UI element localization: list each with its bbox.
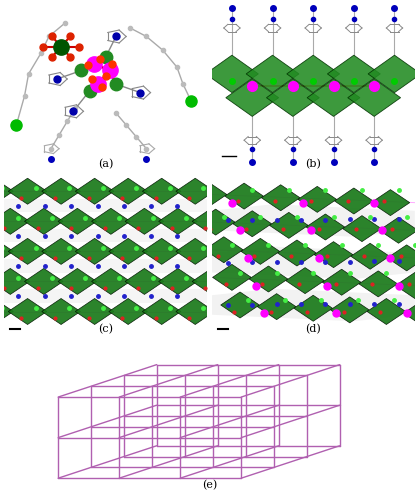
Polygon shape bbox=[212, 204, 415, 237]
Polygon shape bbox=[176, 298, 215, 324]
Polygon shape bbox=[246, 55, 299, 92]
Polygon shape bbox=[75, 238, 114, 264]
Polygon shape bbox=[109, 178, 147, 204]
Polygon shape bbox=[212, 246, 415, 279]
Polygon shape bbox=[125, 268, 164, 294]
Polygon shape bbox=[192, 208, 231, 234]
Polygon shape bbox=[75, 178, 114, 204]
Bar bbox=[4, 289, 207, 302]
Polygon shape bbox=[286, 268, 324, 293]
Polygon shape bbox=[327, 55, 380, 92]
Polygon shape bbox=[306, 214, 345, 240]
Polygon shape bbox=[367, 298, 406, 324]
Polygon shape bbox=[142, 178, 181, 204]
Polygon shape bbox=[261, 184, 300, 211]
Polygon shape bbox=[287, 55, 340, 92]
Bar bbox=[4, 258, 207, 272]
Polygon shape bbox=[257, 294, 296, 320]
Polygon shape bbox=[204, 237, 243, 263]
Polygon shape bbox=[368, 55, 419, 92]
Polygon shape bbox=[221, 292, 259, 318]
Polygon shape bbox=[371, 190, 410, 216]
Polygon shape bbox=[192, 268, 231, 294]
Polygon shape bbox=[75, 298, 114, 324]
Polygon shape bbox=[8, 178, 47, 204]
Polygon shape bbox=[241, 238, 279, 264]
Polygon shape bbox=[0, 298, 13, 324]
Polygon shape bbox=[142, 298, 181, 324]
Polygon shape bbox=[359, 271, 398, 297]
Polygon shape bbox=[0, 268, 30, 294]
Bar bbox=[4, 198, 207, 212]
Polygon shape bbox=[403, 300, 419, 326]
Text: (e): (e) bbox=[202, 480, 217, 490]
Polygon shape bbox=[159, 268, 197, 294]
Polygon shape bbox=[298, 186, 336, 212]
Polygon shape bbox=[233, 211, 272, 237]
Polygon shape bbox=[348, 79, 401, 116]
Text: (b): (b) bbox=[305, 159, 321, 169]
Polygon shape bbox=[212, 289, 415, 322]
Polygon shape bbox=[188, 182, 227, 208]
Polygon shape bbox=[226, 79, 279, 116]
Polygon shape bbox=[142, 238, 181, 264]
Polygon shape bbox=[388, 245, 419, 271]
Polygon shape bbox=[331, 297, 369, 323]
Polygon shape bbox=[351, 244, 389, 269]
Polygon shape bbox=[314, 242, 353, 268]
Polygon shape bbox=[0, 208, 30, 234]
Polygon shape bbox=[24, 268, 63, 294]
Text: (d): (d) bbox=[305, 324, 321, 334]
Polygon shape bbox=[249, 266, 288, 292]
Polygon shape bbox=[92, 208, 130, 234]
Polygon shape bbox=[343, 216, 381, 242]
Polygon shape bbox=[225, 183, 264, 209]
Polygon shape bbox=[266, 79, 319, 116]
Polygon shape bbox=[109, 238, 147, 264]
Polygon shape bbox=[109, 298, 147, 324]
Polygon shape bbox=[278, 240, 316, 266]
Polygon shape bbox=[176, 238, 215, 264]
Polygon shape bbox=[42, 238, 80, 264]
Polygon shape bbox=[379, 217, 418, 244]
Polygon shape bbox=[42, 298, 80, 324]
Polygon shape bbox=[42, 178, 80, 204]
Polygon shape bbox=[322, 269, 361, 295]
Polygon shape bbox=[176, 178, 215, 204]
Polygon shape bbox=[294, 295, 333, 322]
Polygon shape bbox=[197, 209, 235, 235]
Polygon shape bbox=[8, 298, 47, 324]
Polygon shape bbox=[396, 272, 419, 298]
Polygon shape bbox=[212, 264, 251, 290]
Polygon shape bbox=[0, 178, 13, 204]
Text: (a): (a) bbox=[98, 159, 114, 169]
Polygon shape bbox=[0, 238, 13, 264]
Polygon shape bbox=[58, 208, 97, 234]
Polygon shape bbox=[92, 268, 130, 294]
Polygon shape bbox=[125, 208, 164, 234]
Polygon shape bbox=[8, 238, 47, 264]
Polygon shape bbox=[334, 188, 373, 214]
Polygon shape bbox=[269, 212, 308, 238]
Bar bbox=[4, 228, 207, 242]
Polygon shape bbox=[205, 55, 259, 92]
Polygon shape bbox=[24, 208, 63, 234]
Polygon shape bbox=[58, 268, 97, 294]
Text: (c): (c) bbox=[98, 324, 113, 334]
Polygon shape bbox=[159, 208, 197, 234]
Polygon shape bbox=[307, 79, 360, 116]
